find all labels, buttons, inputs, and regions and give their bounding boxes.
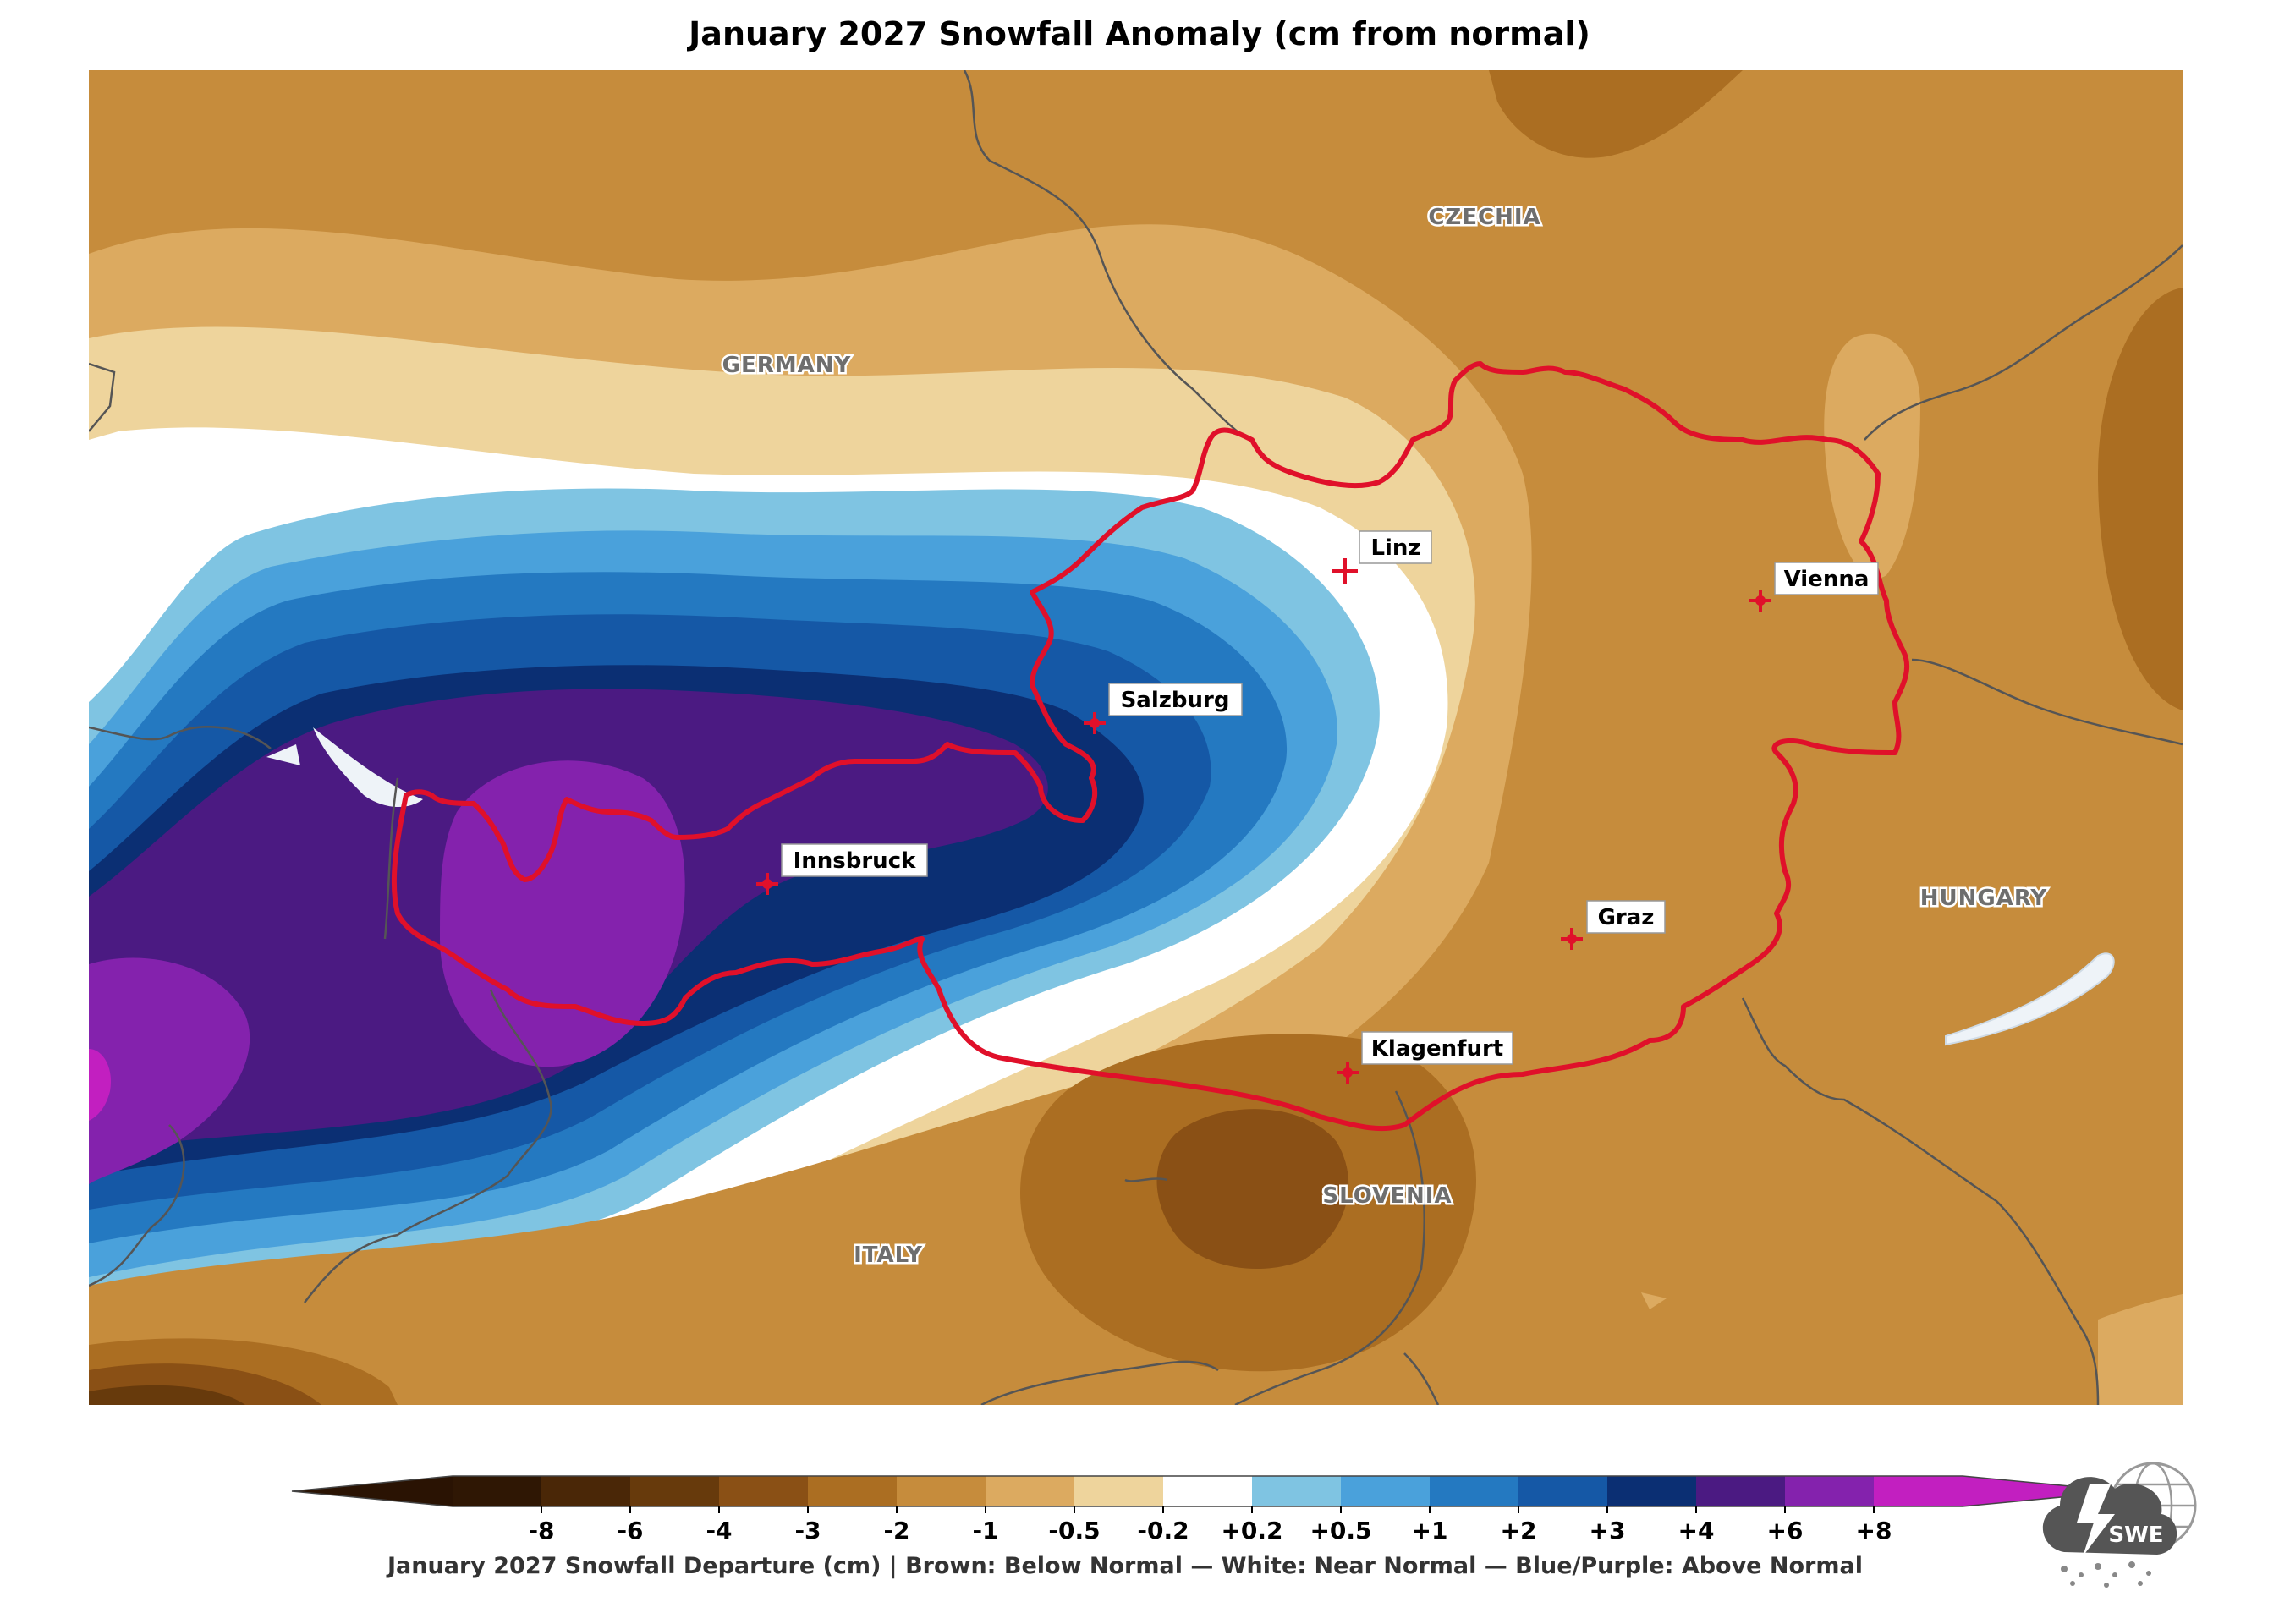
country-label-czechia: CZECHIA (1428, 205, 1540, 230)
colorbar-tick-label: -3 (794, 1517, 821, 1544)
colorbar-segment (1874, 1476, 1963, 1506)
colorbar-segment (1074, 1476, 1164, 1506)
colorbar-tick-label: -2 (883, 1517, 909, 1544)
colorbar-segment (719, 1476, 809, 1506)
colorbar-caption: January 2027 Snowfall Departure (cm) | B… (387, 1553, 1863, 1579)
colorbar-segment (1518, 1476, 1608, 1506)
city-marker-innsbruck: Innsbruck (756, 843, 928, 895)
colorbar-segment (1163, 1476, 1253, 1506)
swe-logo-text: SWE (2108, 1522, 2163, 1548)
city-marker-klagenfurt: Klagenfurt (1337, 1031, 1513, 1084)
city-label-innsbruck: Innsbruck (794, 848, 917, 874)
colorbar-segment (1607, 1476, 1697, 1506)
country-label-slovenia: SLOVENIA (1322, 1183, 1452, 1209)
colorbar-segment (1430, 1476, 1519, 1506)
city-label-klagenfurt: Klagenfurt (1371, 1036, 1503, 1062)
city-marker-vienna: Vienna (1749, 562, 1879, 612)
lake-constance-west (266, 744, 300, 765)
colorbar-segment (897, 1476, 986, 1506)
lake-balaton (1945, 952, 2115, 1046)
map-title: January 2027 Snowfall Anomaly (cm from n… (689, 15, 1590, 52)
city-marker-linz: Linz (1332, 530, 1432, 584)
colorbar-segment (541, 1476, 631, 1506)
colorbar-extend-over (1963, 1476, 2123, 1506)
colorbar-tick-label: +0.5 (1310, 1517, 1371, 1544)
colorbar-segment (1696, 1476, 1786, 1506)
colorbar-tick-label: -8 (528, 1517, 554, 1544)
city-label-salzburg: Salzburg (1121, 688, 1230, 713)
swe-logo-icon: SWE (2042, 1462, 2197, 1588)
colorbar-tick-label: +6 (1767, 1517, 1804, 1544)
colorbar-tick-label: -1 (972, 1517, 998, 1544)
colorbar-segment (986, 1476, 1075, 1506)
colorbar-tick-label: +4 (1678, 1517, 1715, 1544)
city-marker-graz: Graz (1561, 900, 1666, 950)
colorbar-segment (1252, 1476, 1342, 1506)
colorbar-segment (1785, 1476, 1875, 1506)
colorbar: -8 -6 -4 -3 -2 -1 -0.5 -0.2 +0.2 +0.5 +1 +2 +3 +4 +6 +8 (291, 1475, 2124, 1544)
country-label-germany: GERMANY (722, 353, 852, 378)
colorbar-tick-label: -4 (706, 1517, 732, 1544)
colorbar-tick-label: +8 (1856, 1517, 1892, 1544)
colorbar-tick-label: +0.2 (1221, 1517, 1282, 1544)
city-label-linz: Linz (1370, 535, 1420, 561)
colorbar-extend-under (292, 1476, 453, 1506)
colorbar-segment (808, 1476, 898, 1506)
colorbar-tick-label: -6 (617, 1517, 643, 1544)
colorbar-tick-label: +2 (1501, 1517, 1537, 1544)
colorbar-segment (1341, 1476, 1431, 1506)
colorbar-tick-label: -0.2 (1137, 1517, 1189, 1544)
colorbar-tick-label: -0.5 (1048, 1517, 1100, 1544)
city-label-graz: Graz (1598, 905, 1655, 930)
colorbar-outline (291, 1475, 2124, 1507)
colorbar-tick-label: +1 (1412, 1517, 1448, 1544)
colorbar-segment (453, 1476, 542, 1506)
colorbar-segment (630, 1476, 720, 1506)
anomaly-field (89, 70, 2183, 1405)
country-label-italy: ITALY (854, 1243, 923, 1268)
austria-border (391, 361, 1910, 1132)
colorbar-tick-label: +3 (1590, 1517, 1626, 1544)
country-borders (89, 70, 2183, 1405)
city-marker-salzburg: Salzburg (1084, 683, 1243, 734)
city-label-vienna: Vienna (1784, 567, 1870, 592)
country-label-hungary: HUNGARY (1920, 886, 2048, 911)
